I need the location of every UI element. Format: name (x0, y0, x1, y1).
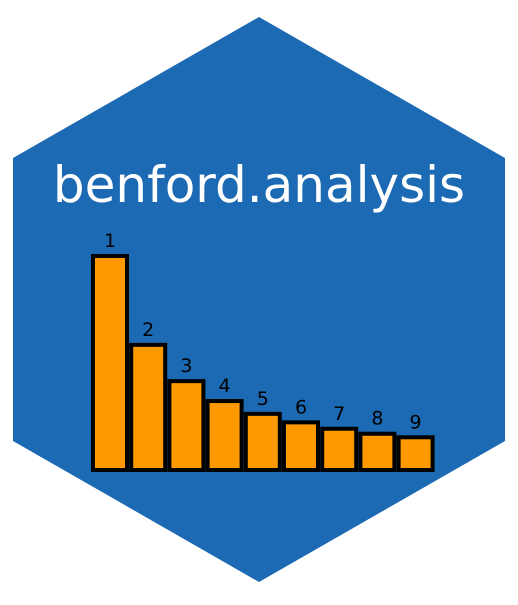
bar-digit-7 (320, 426, 359, 473)
bar-digit-6 (282, 420, 320, 472)
bar-label-3: 3 (180, 355, 192, 377)
bar-digit-2 (129, 342, 168, 472)
bar-digit-4 (205, 399, 244, 473)
bar-label-5: 5 (257, 388, 269, 410)
bar-label-1: 1 (104, 230, 116, 252)
bar-label-9: 9 (410, 411, 422, 433)
bar-label-4: 4 (219, 375, 231, 397)
bar-label-7: 7 (333, 403, 345, 425)
bar-label-2: 2 (142, 319, 154, 341)
bar-digit-3 (167, 379, 206, 473)
bar-digit-1 (91, 254, 129, 472)
hexagon-background (13, 17, 505, 582)
bar-label-6: 6 (295, 396, 307, 418)
bar-label-8: 8 (371, 408, 383, 430)
bar-digit-8 (358, 431, 397, 473)
bar-digit-9 (396, 435, 435, 473)
bar-chart: 1 2 3 4 5 6 7 8 9 (91, 230, 435, 473)
logo-title: benford.analysis (52, 156, 466, 214)
bar-digit-5 (243, 411, 282, 473)
